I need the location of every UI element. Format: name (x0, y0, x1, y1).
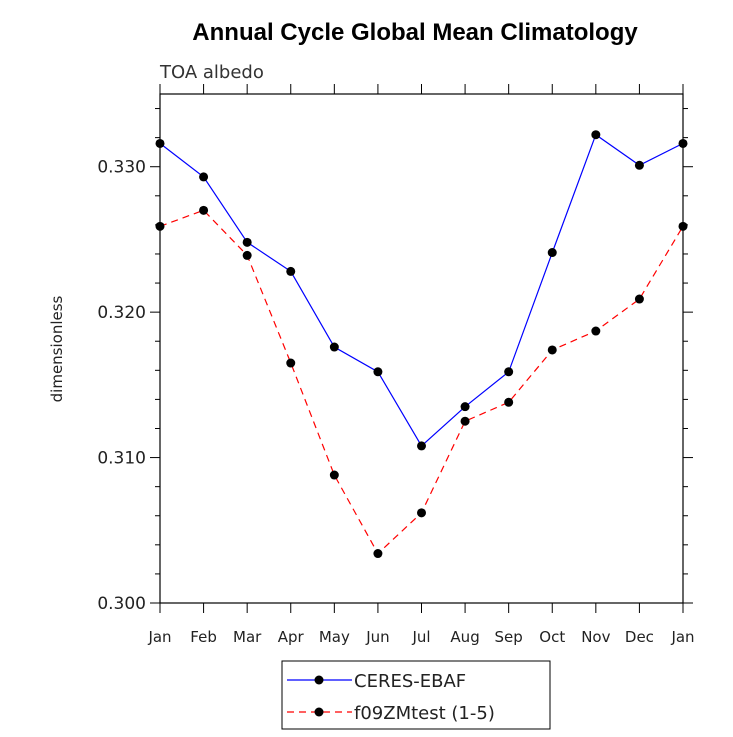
data-point (504, 367, 514, 377)
x-tick-label: Feb (190, 628, 217, 646)
x-tick-label: Jul (411, 628, 430, 646)
x-tick-label: Dec (625, 628, 654, 646)
data-point (460, 402, 470, 412)
data-point (242, 250, 252, 260)
y-tick-label: 0.310 (97, 449, 146, 469)
data-point (591, 326, 601, 336)
x-tick-label: Aug (450, 628, 479, 646)
legend-label-ceres: CERES-EBAF (354, 671, 466, 692)
x-tick-label: Apr (278, 628, 305, 646)
series-1 (155, 205, 688, 559)
data-point (155, 221, 165, 231)
x-tick-label: Nov (581, 628, 610, 646)
x-tick-labels: Jan Feb Mar Apr May Jun Jul Aug Sep Oct Nov Dec Jan (147, 628, 694, 646)
series-line (159, 209, 684, 555)
legend: CERES-EBAF f09ZMtest (1-5) (281, 660, 551, 730)
x-tick-label: Mar (233, 628, 262, 646)
x-tick-label: Sep (495, 628, 523, 646)
data-point (634, 294, 644, 304)
x-tick-label: Jan (670, 628, 694, 646)
data-point (417, 508, 426, 518)
data-point (634, 160, 644, 170)
y-tick-labels: 0.300 0.310 0.320 0.330 (97, 158, 146, 614)
series-0 (155, 130, 688, 451)
x-tick-label: Oct (539, 628, 565, 646)
y-tick-label: 0.300 (97, 594, 146, 614)
data-point (547, 248, 557, 258)
series-line (159, 133, 684, 447)
x-tick-label: May (319, 628, 350, 646)
data-point (373, 549, 383, 559)
legend-marker-ceres (314, 675, 324, 685)
data-point (286, 358, 296, 368)
axis-ticks (150, 84, 693, 613)
legend-box (281, 660, 551, 730)
y-tick-label: 0.320 (97, 303, 146, 323)
data-point (155, 138, 165, 148)
data-point (547, 345, 557, 355)
data-point (286, 266, 296, 276)
y-axis-label: dimensionless (48, 295, 66, 402)
plot-border (159, 93, 684, 604)
data-point (199, 205, 209, 215)
legend-marker-model (314, 707, 324, 717)
y-tick-label: 0.330 (97, 158, 146, 178)
data-point (199, 172, 209, 182)
data-point (329, 342, 339, 352)
chart-title: Annual Cycle Global Mean Climatology (192, 19, 638, 46)
data-point (591, 130, 601, 140)
x-tick-label: Jun (365, 628, 389, 646)
plot-frame (159, 93, 684, 604)
data-point (242, 237, 252, 247)
series-layer (155, 130, 688, 559)
chart-subtitle: TOA albedo (159, 62, 264, 83)
data-point (678, 138, 688, 148)
data-point (504, 397, 514, 407)
data-point (678, 221, 688, 231)
x-tick-label: Jan (147, 628, 171, 646)
legend-label-model: f09ZMtest (1-5) (354, 703, 495, 724)
data-point (460, 416, 470, 426)
data-point (329, 470, 339, 480)
data-point (417, 441, 426, 451)
data-point (373, 367, 383, 377)
